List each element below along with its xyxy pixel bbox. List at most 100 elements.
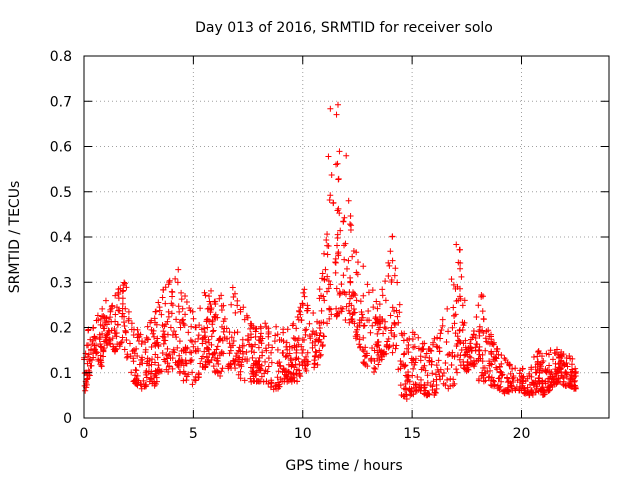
data-point <box>232 353 239 360</box>
data-point <box>525 388 532 395</box>
data-point <box>139 356 146 363</box>
data-point <box>450 376 457 383</box>
data-point <box>534 380 541 387</box>
data-point <box>341 214 348 221</box>
data-point <box>450 382 457 389</box>
data-point <box>426 354 433 361</box>
data-point <box>432 389 439 396</box>
data-point <box>475 377 482 384</box>
data-point <box>249 368 256 375</box>
data-point <box>85 351 92 358</box>
data-point <box>443 339 450 346</box>
data-point <box>560 351 567 358</box>
data-point <box>374 305 381 312</box>
data-point <box>300 346 307 353</box>
data-point <box>334 242 341 249</box>
data-point <box>279 350 286 357</box>
data-point <box>395 319 402 326</box>
data-point <box>325 243 332 250</box>
data-point <box>429 386 436 393</box>
data-point <box>252 328 259 335</box>
data-point <box>265 342 272 349</box>
data-point <box>302 331 309 338</box>
data-point <box>374 320 381 327</box>
data-point <box>411 331 418 338</box>
data-point <box>220 328 227 335</box>
data-point <box>534 358 541 365</box>
data-point <box>241 377 248 384</box>
data-point <box>324 273 331 280</box>
data-point <box>192 347 199 354</box>
data-point <box>333 111 340 118</box>
data-point <box>214 343 221 350</box>
data-point <box>219 323 226 330</box>
data-point <box>336 148 343 155</box>
data-point <box>486 333 493 340</box>
data-point <box>165 308 172 315</box>
data-point <box>332 269 339 276</box>
data-point <box>210 363 217 370</box>
data-point <box>119 300 126 307</box>
data-point <box>236 354 243 361</box>
data-point <box>333 305 340 312</box>
data-point <box>564 363 571 370</box>
data-point <box>208 341 215 348</box>
data-point <box>176 357 183 364</box>
data-point <box>402 385 409 392</box>
data-point <box>567 355 574 362</box>
data-point <box>119 334 126 341</box>
data-point <box>279 368 286 375</box>
data-point <box>568 361 575 368</box>
data-point <box>231 361 238 368</box>
data-point <box>350 292 357 299</box>
data-point <box>120 287 127 294</box>
data-point <box>132 377 139 384</box>
data-point <box>360 348 367 355</box>
plot-frame <box>83 55 610 419</box>
data-point <box>299 336 306 343</box>
data-point <box>361 322 368 329</box>
data-point <box>259 349 266 356</box>
data-point <box>360 263 367 270</box>
data-point <box>311 361 318 368</box>
y-tick-label: 0 <box>63 411 72 427</box>
data-point <box>417 382 424 389</box>
data-point <box>280 329 287 336</box>
data-point <box>498 378 505 385</box>
data-point <box>103 339 110 346</box>
data-point <box>209 328 216 335</box>
data-point <box>240 342 247 349</box>
data-point <box>359 314 366 321</box>
data-point <box>249 354 256 361</box>
data-point <box>251 349 258 356</box>
data-point <box>304 361 311 368</box>
data-point <box>213 357 220 364</box>
data-point <box>449 324 456 331</box>
data-point <box>488 348 495 355</box>
data-point <box>340 218 347 225</box>
data-point <box>182 311 189 318</box>
data-point <box>428 347 435 354</box>
data-point <box>558 372 565 379</box>
data-point <box>175 363 182 370</box>
data-point <box>360 359 367 366</box>
data-point <box>104 329 111 336</box>
data-point <box>168 310 175 317</box>
data-point <box>454 340 461 347</box>
data-point <box>334 310 341 317</box>
data-point <box>258 373 265 380</box>
data-point <box>439 322 446 329</box>
data-point <box>257 323 264 330</box>
data-point <box>436 348 443 355</box>
data-point <box>212 298 219 305</box>
data-point <box>302 366 309 373</box>
data-point <box>419 346 426 353</box>
data-point <box>535 388 542 395</box>
data-point <box>506 361 513 368</box>
data-point <box>467 340 474 347</box>
data-point <box>208 333 215 340</box>
data-point <box>433 343 440 350</box>
data-point <box>148 343 155 350</box>
data-point <box>444 305 451 312</box>
data-point <box>162 337 169 344</box>
